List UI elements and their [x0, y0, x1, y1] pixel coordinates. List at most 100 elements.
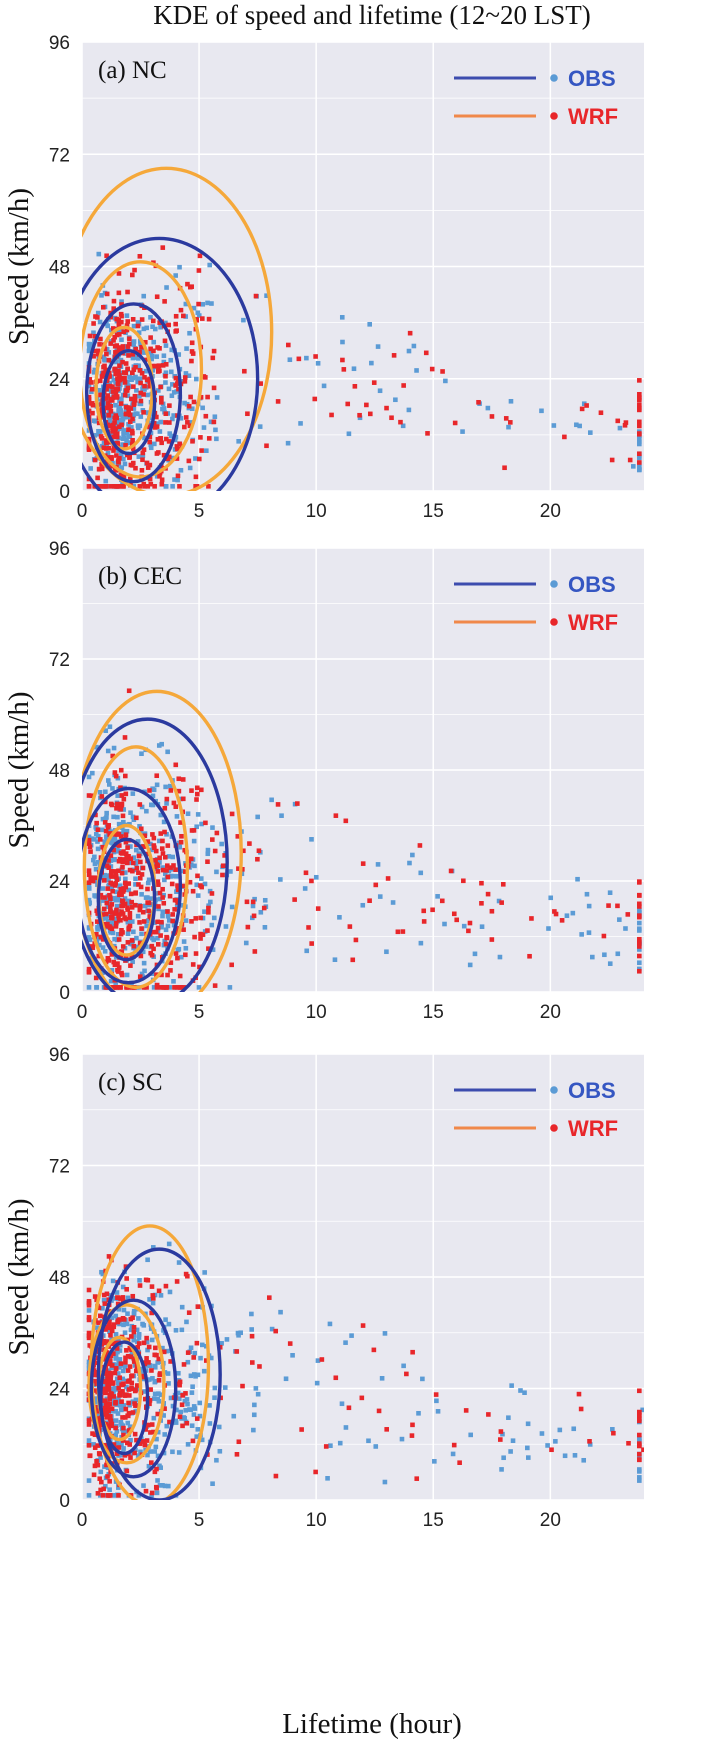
obs-kde-contour	[82, 786, 183, 985]
data-point	[194, 785, 200, 791]
data-point	[92, 1432, 98, 1438]
data-point	[150, 1300, 156, 1306]
data-point	[123, 1415, 128, 1420]
data-point	[120, 864, 125, 870]
data-point	[108, 873, 114, 878]
data-point	[174, 985, 180, 990]
data-point	[133, 861, 139, 867]
data-point	[159, 400, 164, 405]
data-point	[140, 844, 146, 849]
data-point	[174, 444, 180, 449]
data-point	[142, 1396, 148, 1402]
y-axis-label: Speed (km/h)	[3, 691, 35, 848]
data-point	[105, 955, 111, 961]
data-point	[120, 416, 126, 422]
data-point	[95, 310, 101, 316]
data-point	[116, 1445, 122, 1450]
data-point	[170, 912, 175, 917]
data-point	[172, 477, 177, 482]
data-point	[136, 363, 141, 368]
data-point	[140, 974, 146, 980]
obs-kde-contour	[96, 837, 157, 962]
data-point	[123, 1406, 129, 1412]
data-point	[104, 253, 109, 259]
data-point	[131, 1329, 137, 1335]
data-point	[104, 351, 109, 357]
data-point	[222, 1385, 228, 1390]
data-point	[155, 863, 161, 868]
data-point	[154, 985, 160, 990]
data-point	[124, 972, 130, 978]
data-point	[141, 1340, 147, 1346]
data-point	[135, 356, 141, 361]
data-point	[602, 952, 607, 958]
data-point	[176, 352, 182, 357]
data-point	[111, 422, 116, 428]
data-point	[171, 390, 177, 395]
data-point	[167, 403, 172, 408]
data-point	[149, 356, 155, 362]
data-point	[433, 1392, 439, 1397]
data-point	[115, 1337, 120, 1342]
data-point	[502, 465, 507, 471]
data-point	[186, 403, 192, 409]
data-point	[245, 411, 250, 417]
data-point	[224, 1337, 230, 1342]
data-point	[86, 1443, 92, 1448]
data-point	[103, 959, 109, 965]
data-point	[165, 874, 171, 880]
data-point	[138, 398, 144, 404]
data-point	[122, 1330, 128, 1336]
data-point	[571, 1426, 577, 1432]
data-point	[121, 474, 127, 479]
data-point	[179, 1327, 185, 1333]
data-point	[406, 348, 412, 354]
data-point	[177, 844, 182, 850]
data-point	[166, 322, 171, 328]
data-point	[177, 1379, 183, 1385]
data-point	[185, 1350, 191, 1355]
data-point	[207, 888, 213, 894]
data-point	[110, 786, 115, 791]
data-point	[205, 859, 210, 864]
panel-label: (c) SC	[98, 1069, 163, 1096]
data-point	[86, 1287, 92, 1293]
data-point	[139, 804, 145, 810]
data-point	[116, 323, 122, 328]
data-point	[133, 1368, 139, 1374]
data-point	[87, 1453, 93, 1459]
x-tick-label: 5	[194, 1002, 205, 1023]
plot-area	[82, 166, 642, 491]
data-point	[86, 397, 92, 402]
data-point	[133, 1409, 139, 1414]
plot-area	[82, 688, 642, 992]
data-point	[207, 1403, 212, 1408]
data-point	[118, 401, 124, 406]
data-point	[137, 802, 143, 807]
data-point	[212, 1395, 217, 1400]
data-point	[122, 1453, 128, 1458]
data-point	[123, 361, 129, 366]
data-point	[108, 853, 114, 858]
data-point	[163, 373, 168, 379]
wrf-kde-contour	[82, 689, 243, 992]
data-point	[501, 1455, 506, 1461]
data-point	[86, 401, 92, 406]
data-point	[106, 1493, 111, 1498]
data-point	[137, 484, 143, 489]
data-point	[111, 445, 117, 451]
data-point	[103, 728, 109, 733]
data-point	[479, 901, 484, 906]
data-point	[155, 1478, 160, 1483]
data-point	[250, 1360, 255, 1365]
data-point	[129, 377, 134, 383]
data-point	[247, 841, 252, 846]
data-point	[522, 1390, 527, 1396]
data-point	[107, 1487, 112, 1492]
data-point	[140, 453, 146, 459]
obs-kde-contour	[82, 236, 260, 491]
data-point	[249, 1333, 255, 1339]
data-point	[637, 423, 642, 429]
data-point	[92, 1463, 98, 1469]
